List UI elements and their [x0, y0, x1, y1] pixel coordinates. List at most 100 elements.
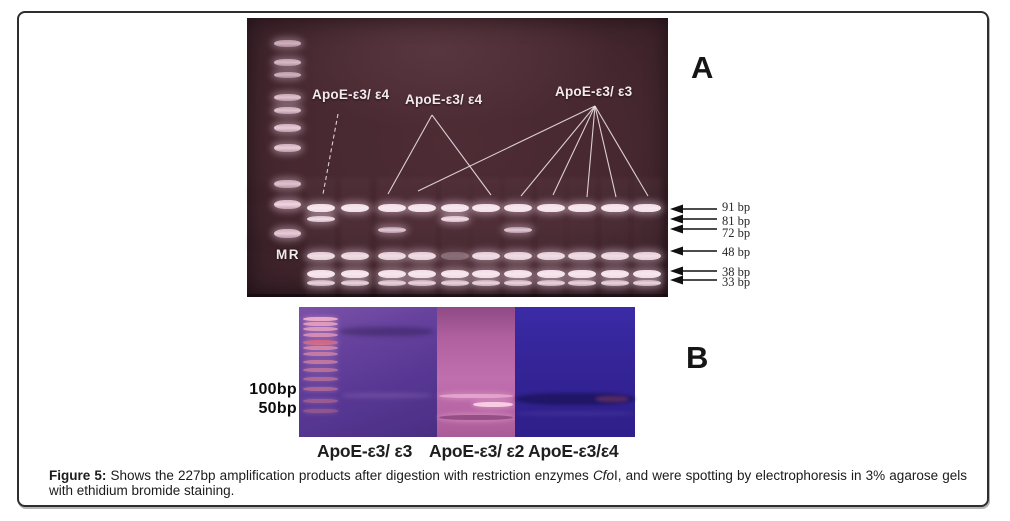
sample-band — [408, 204, 436, 212]
fragment-size-label: 81 bp — [722, 214, 751, 228]
sample-band — [472, 204, 500, 212]
size-arrow — [670, 246, 717, 256]
gel-b-smear — [339, 327, 434, 336]
annotation-line — [520, 105, 596, 197]
sample-band — [408, 280, 436, 286]
figure-caption: Figure 5: Shows the 227bp amplification … — [49, 468, 967, 499]
gel-b-marker-50bp: 50bp — [258, 400, 297, 417]
gel-b-lane-e3e3 — [299, 307, 437, 437]
sample-band — [378, 252, 406, 260]
sample-band — [441, 216, 469, 222]
gel-b-marker-band — [303, 352, 338, 356]
sample-band — [307, 216, 335, 222]
marker-band — [274, 72, 301, 78]
gel-b-band-faint — [595, 396, 629, 402]
gel-b-marker-band — [303, 346, 338, 350]
caption-figure-number: Figure 5: — [49, 468, 107, 483]
gel-b-smear — [341, 393, 433, 398]
sample-band — [633, 280, 661, 286]
sample-band — [568, 280, 596, 286]
sample-band — [307, 270, 335, 278]
marker-band — [274, 144, 301, 152]
panel-b-label: B — [686, 340, 710, 375]
annotation-line — [594, 105, 649, 197]
gel-b-lane-e3e4 — [515, 307, 635, 437]
marker-lane-label: MR — [276, 247, 300, 262]
genotype-label: ApoE-ε3/ ε4 — [405, 92, 483, 107]
gel-b-marker-band — [303, 340, 338, 345]
sample-band — [378, 280, 406, 286]
gel-b-marker-band — [303, 409, 338, 413]
sample-band — [504, 204, 532, 212]
gel-b-band — [473, 402, 513, 407]
genotype-label: ApoE-ε3/ ε4 — [312, 87, 390, 102]
annotation-line — [431, 114, 492, 196]
gel-b-marker-band — [303, 317, 338, 321]
size-arrow — [670, 214, 717, 224]
sample-band — [341, 204, 369, 212]
gel-b-band — [439, 415, 513, 420]
sample-band — [504, 252, 532, 260]
sample-band — [307, 204, 335, 212]
sample-band — [537, 204, 565, 212]
sample-band — [633, 270, 661, 278]
gel-smear — [247, 186, 668, 201]
sample-band — [441, 252, 469, 260]
sample-band — [378, 204, 406, 212]
size-arrow — [670, 266, 717, 276]
fragment-size-arrows — [670, 204, 717, 285]
sample-band — [537, 280, 565, 286]
annotation-line — [586, 105, 596, 198]
gel-b-marker-band — [303, 399, 338, 403]
sample-band — [378, 227, 406, 233]
gel-b-marker-band — [303, 333, 338, 337]
sample-band — [504, 270, 532, 278]
sample-band — [307, 280, 335, 286]
gel-panel-a: MR — [247, 18, 668, 297]
sample-band — [601, 204, 629, 212]
sample-band — [341, 270, 369, 278]
gel-b-marker-band — [303, 368, 338, 372]
sample-band — [537, 252, 565, 260]
annotation-line — [387, 114, 433, 195]
gel-smear — [247, 233, 668, 250]
sample-band — [472, 252, 500, 260]
fragment-size-label: 72 bp — [722, 226, 751, 240]
gel-b-lane-label: ApoE-ε3/ ε2 — [429, 441, 525, 461]
sample-band — [504, 227, 532, 233]
sample-band — [633, 252, 661, 260]
fragment-size-label: 33 bp — [722, 275, 751, 289]
sample-band — [568, 270, 596, 278]
sample-band — [568, 204, 596, 212]
fragment-size-label: 38 bp — [722, 265, 751, 279]
marker-band — [274, 94, 301, 101]
sample-band — [441, 280, 469, 286]
sample-band — [568, 252, 596, 260]
gel-b-marker-band — [303, 360, 338, 364]
sample-band — [378, 270, 406, 278]
annotation-line — [552, 105, 596, 196]
marker-band — [274, 200, 301, 209]
gel-b-marker-band — [303, 322, 338, 326]
fragment-size-label: 91 bp — [722, 200, 751, 214]
annotation-line — [417, 105, 596, 192]
sample-band — [441, 204, 469, 212]
sample-band — [601, 280, 629, 286]
gel-b-marker-band — [303, 377, 338, 381]
gel-b-lane-label: ApoE-ε3/ ε3 — [317, 441, 413, 461]
sample-band — [601, 252, 629, 260]
caption-text-after-enzyme: I, and were spotting by electrophoresis … — [49, 468, 967, 498]
marker-band — [274, 180, 301, 188]
marker-band — [274, 59, 301, 66]
sample-band — [408, 252, 436, 260]
genotype-label: ApoE-ε3/ ε3 — [555, 84, 633, 99]
gel-b-lane-e3e2 — [437, 307, 515, 437]
annotation-line — [594, 105, 617, 198]
gel-b-band-faint — [515, 411, 635, 416]
size-arrow — [670, 224, 717, 234]
sample-band — [341, 280, 369, 286]
gel-b-lane-label: ApoE-ε3/ε4 — [528, 441, 619, 461]
size-arrow — [670, 275, 717, 285]
sample-band — [341, 252, 369, 260]
sample-band — [408, 270, 436, 278]
